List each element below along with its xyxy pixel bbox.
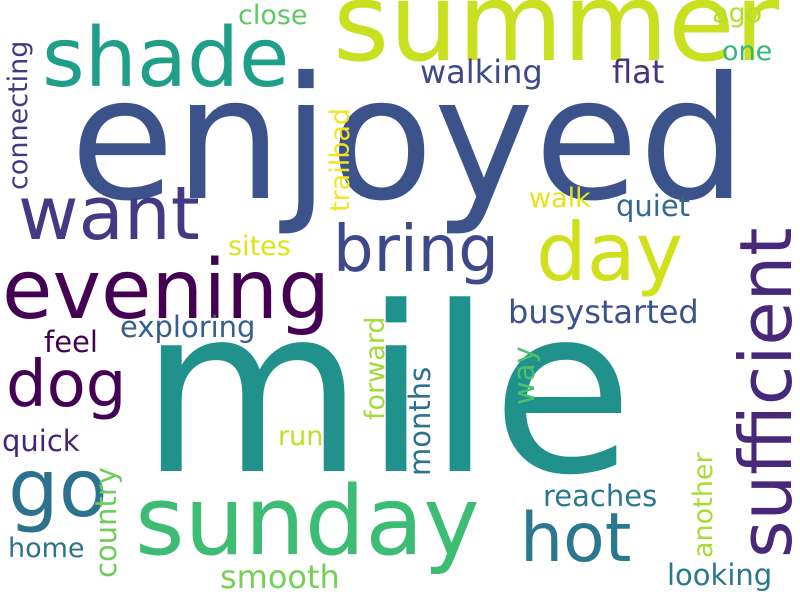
word-reaches: reaches	[543, 479, 658, 513]
word-mile: mile	[140, 259, 634, 526]
word-trailbad: trailbad	[325, 107, 356, 212]
word-home: home	[8, 533, 85, 564]
word-run: run	[278, 421, 324, 452]
word-sites: sites	[228, 231, 291, 262]
word-close: close	[238, 0, 308, 31]
word-another: another	[688, 452, 719, 558]
word-quiet: quiet	[616, 189, 691, 223]
word-sufficient: sufficient	[724, 227, 800, 558]
word-day: day	[536, 206, 684, 299]
word-smooth: smooth	[220, 558, 340, 596]
word-connecting: connecting	[3, 40, 34, 190]
word-hot: hot	[520, 499, 632, 578]
word-ago: ago	[712, 0, 763, 29]
word-country: country	[89, 467, 123, 578]
word-dog: dog	[6, 348, 127, 422]
word-looking: looking	[667, 558, 773, 592]
word-exploring: exploring	[120, 310, 256, 344]
word-walking: walking	[420, 53, 543, 91]
word-months: months	[403, 366, 437, 476]
word-one: one	[722, 36, 773, 67]
word-want: want	[18, 171, 200, 257]
word-busystarted: busystarted	[508, 293, 699, 331]
word-walk: walk	[529, 183, 591, 214]
word-feel: feel	[44, 325, 98, 359]
word-enjoyed: enjoyed	[70, 41, 747, 239]
word-sunday: sunday	[135, 467, 480, 577]
word-go: go	[8, 442, 108, 535]
word-quick: quick	[2, 424, 80, 458]
word-shade: shade	[42, 11, 290, 106]
word-forward: forward	[360, 316, 391, 420]
word-way: way	[507, 346, 541, 405]
word-flat: flat	[612, 53, 665, 91]
word-summer: summer	[333, 0, 779, 86]
word-bring: bring	[333, 213, 499, 287]
word-evening: evening	[2, 243, 331, 338]
